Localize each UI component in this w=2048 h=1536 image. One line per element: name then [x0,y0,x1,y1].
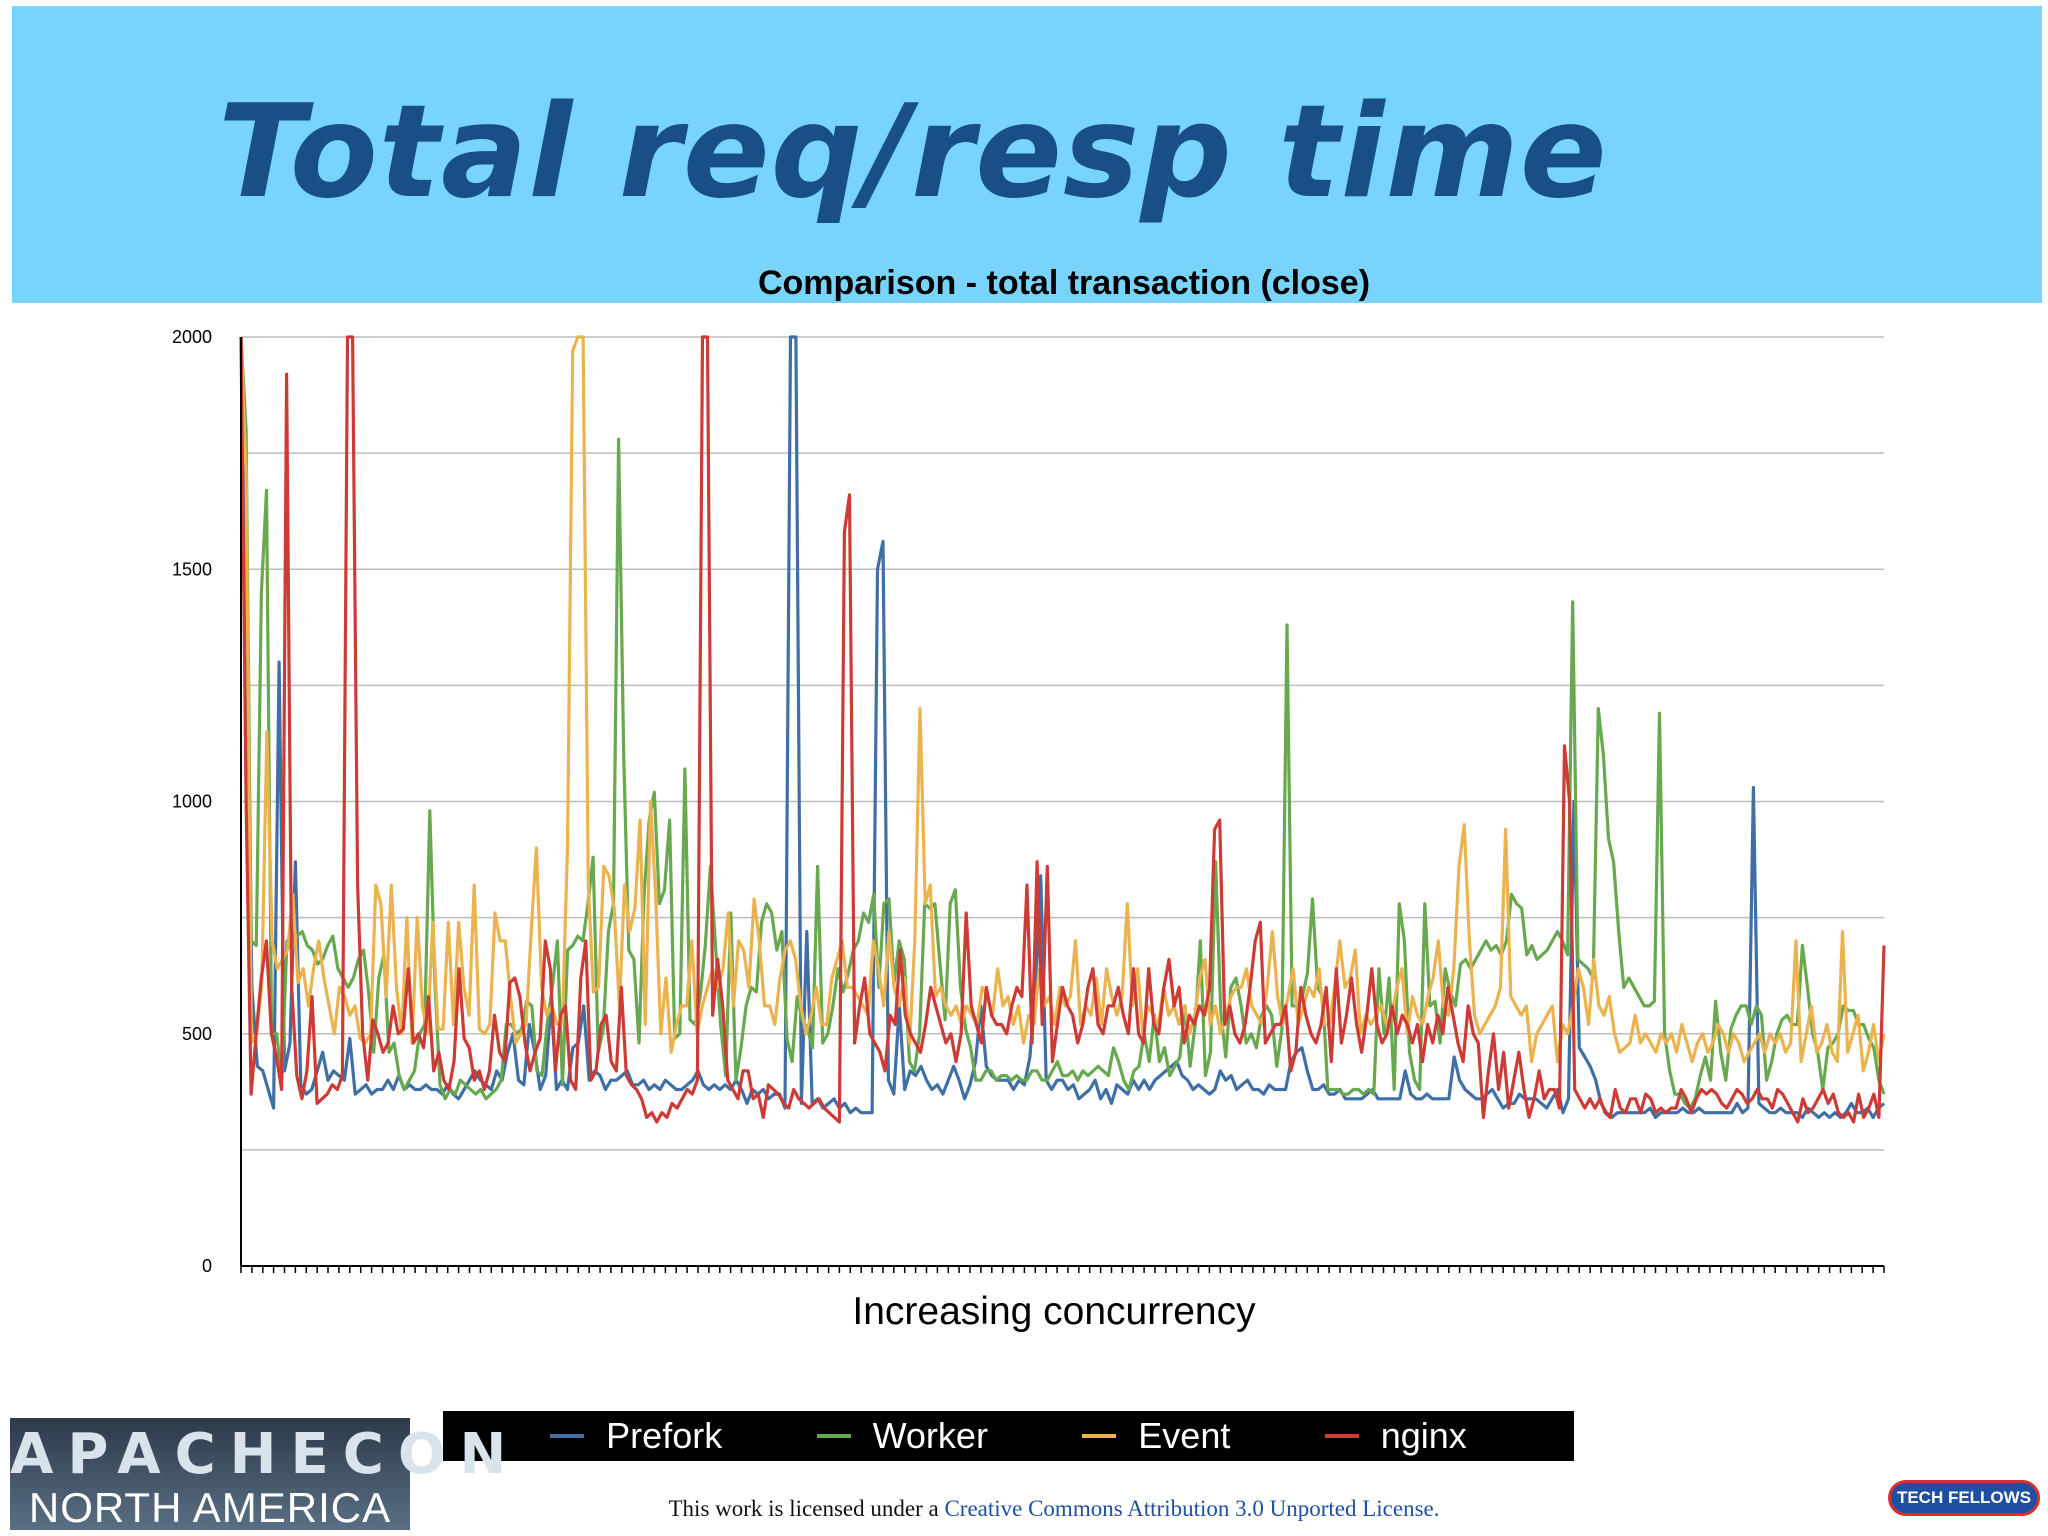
line-chart: 0 500 1000 1500 2000 [172,327,1886,1276]
slide-title: Total req/resp time [218,78,1608,227]
license-link[interactable]: Creative Commons Attribution 3.0 Unporte… [944,1496,1440,1521]
y-tick-label: 2000 [172,327,212,347]
x-axis-ticks [240,1266,1885,1273]
logo-text-bottom: NORTH AMERICA [28,1484,392,1531]
legend-item-worker: Worker [816,1415,988,1457]
y-tick-label: 1000 [172,792,212,812]
logo-text-top: APACHECON [10,1422,521,1487]
tech-fellows-logo: TECH FELLOWS [1888,1480,2040,1516]
legend-item-prefork: Prefork [550,1415,722,1457]
y-tick-label: 0 [202,1256,212,1276]
legend-swatch-prefork [550,1434,585,1438]
header-band [12,6,2042,303]
license-text: This work is licensed under a [668,1496,945,1521]
legend-item-event: Event [1082,1415,1230,1457]
series-line-event [239,335,1886,1073]
x-axis-label: Increasing concurrency [852,1290,1256,1333]
legend-label-prefork: Prefork [606,1415,723,1456]
legend-label-worker: Worker [872,1415,988,1456]
y-tick-label: 500 [182,1024,212,1044]
legend-swatch-event [1082,1434,1117,1438]
legend-label-nginx: nginx [1380,1415,1467,1456]
chart-title: Comparison - total transaction (close) [757,264,1371,302]
legend-label-event: Event [1138,1415,1231,1456]
series-line-nginx [239,335,1886,1124]
legend-item-nginx: nginx [1324,1415,1467,1457]
apachecon-logo: APACHECON NORTH AMERICA [10,1418,521,1531]
y-tick-label: 1500 [172,559,212,579]
license-notice: This work is licensed under a Creative C… [0,1496,2048,1522]
legend: Prefork Worker Event nginx [443,1411,1574,1461]
legend-swatch-nginx [1324,1434,1359,1438]
legend-swatch-worker [816,1434,851,1438]
